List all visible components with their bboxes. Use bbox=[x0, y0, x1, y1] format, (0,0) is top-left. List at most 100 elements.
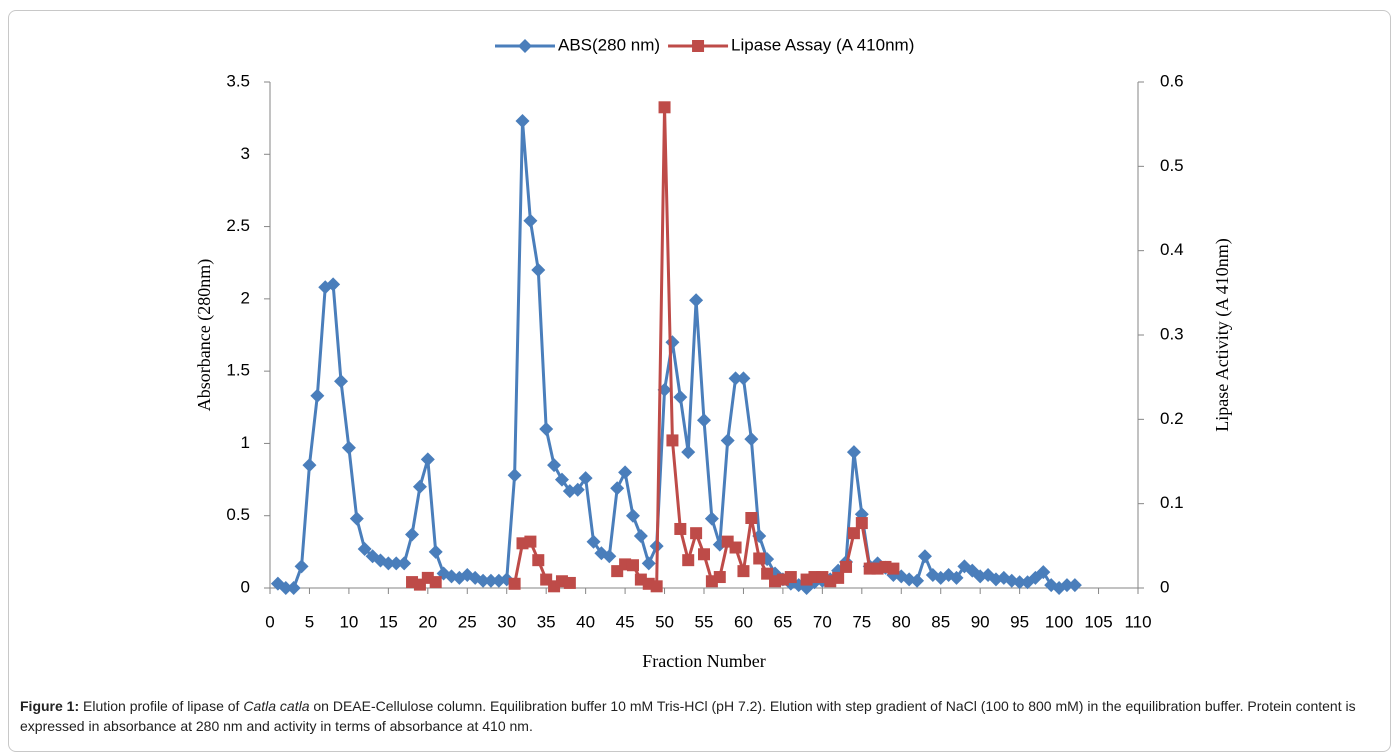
legend-label: Lipase Assay (A 410nm) bbox=[731, 35, 914, 54]
marker bbox=[524, 535, 537, 548]
marker bbox=[570, 482, 585, 497]
y-tick-label: 3.5 bbox=[226, 71, 250, 90]
marker bbox=[286, 581, 301, 595]
x-tick-label: 0 bbox=[265, 612, 274, 631]
x-tick-label: 40 bbox=[576, 612, 595, 631]
x-axis-title: Fraction Number bbox=[642, 651, 765, 671]
x-tick-label: 80 bbox=[892, 612, 911, 631]
y2-axis-title: Lipase Activity (A 410nm) bbox=[1212, 238, 1233, 431]
marker bbox=[420, 452, 435, 467]
marker bbox=[586, 534, 601, 549]
y2-tick-label: 0.4 bbox=[1160, 240, 1184, 259]
marker bbox=[1059, 578, 1074, 593]
marker bbox=[784, 571, 797, 584]
marker bbox=[846, 445, 861, 460]
marker bbox=[602, 549, 617, 564]
series-line bbox=[277, 119, 1075, 590]
marker bbox=[294, 559, 309, 574]
y-axis-title: Absorbance (280nm) bbox=[194, 259, 215, 411]
x-tick-label: 85 bbox=[931, 612, 950, 631]
marker bbox=[641, 556, 656, 571]
marker bbox=[704, 511, 719, 526]
caption-text: on DEAE-Cellulose column. Equilibration … bbox=[20, 698, 1356, 734]
caption: Figure 1: Elution profile of lipase of C… bbox=[20, 696, 1382, 736]
marker bbox=[720, 433, 735, 448]
marker bbox=[698, 548, 710, 561]
marker bbox=[840, 560, 853, 573]
marker bbox=[737, 565, 750, 578]
marker bbox=[507, 468, 522, 483]
legend-marker bbox=[518, 39, 532, 53]
y-tick-label: 3 bbox=[241, 144, 250, 163]
marker bbox=[499, 572, 514, 587]
marker bbox=[625, 508, 640, 523]
marker bbox=[736, 371, 751, 386]
x-tick-label: 100 bbox=[1045, 612, 1073, 631]
marker bbox=[665, 335, 680, 350]
y-tick-label: 2 bbox=[241, 288, 250, 307]
marker bbox=[547, 458, 562, 473]
marker bbox=[745, 512, 758, 525]
x-tick-label: 5 bbox=[305, 612, 314, 631]
marker bbox=[381, 556, 396, 571]
x-tick-label: 95 bbox=[1010, 612, 1029, 631]
marker bbox=[515, 114, 530, 129]
marker bbox=[1036, 565, 1051, 580]
marker bbox=[713, 571, 726, 584]
caption-text: Elution profile of lipase of bbox=[79, 698, 244, 714]
marker bbox=[633, 528, 648, 543]
marker bbox=[887, 562, 900, 575]
marker bbox=[508, 577, 521, 590]
marker bbox=[302, 458, 317, 473]
y-tick-label: 1 bbox=[241, 433, 250, 452]
marker bbox=[626, 559, 639, 572]
marker bbox=[429, 576, 442, 589]
marker bbox=[674, 522, 687, 535]
marker bbox=[949, 570, 964, 585]
marker bbox=[618, 465, 633, 480]
marker bbox=[476, 573, 491, 588]
marker bbox=[326, 277, 341, 292]
y2-tick-label: 0.6 bbox=[1160, 71, 1184, 90]
y2-tick-label: 0.1 bbox=[1160, 493, 1184, 512]
marker bbox=[673, 390, 688, 405]
marker bbox=[428, 544, 443, 559]
x-tick-label: 70 bbox=[813, 612, 832, 631]
marker bbox=[412, 479, 427, 494]
marker bbox=[563, 576, 576, 589]
marker bbox=[690, 527, 703, 540]
caption-species: Catla catla bbox=[243, 698, 310, 714]
x-tick-label: 20 bbox=[418, 612, 437, 631]
marker bbox=[650, 580, 663, 593]
y2-tick-label: 0 bbox=[1160, 577, 1169, 596]
marker bbox=[341, 440, 356, 455]
marker bbox=[682, 554, 695, 567]
x-tick-label: 50 bbox=[655, 612, 674, 631]
x-tick-label: 105 bbox=[1084, 612, 1112, 631]
marker bbox=[610, 481, 625, 496]
marker bbox=[389, 556, 404, 571]
marker bbox=[554, 472, 569, 487]
marker bbox=[483, 573, 498, 588]
x-tick-label: 25 bbox=[458, 612, 477, 631]
marker bbox=[532, 554, 545, 567]
y-tick-label: 0 bbox=[241, 577, 250, 596]
marker bbox=[349, 511, 364, 526]
y-tick-label: 1.5 bbox=[226, 361, 250, 380]
marker bbox=[531, 262, 546, 277]
marker bbox=[728, 371, 743, 386]
series-line bbox=[411, 105, 894, 588]
marker bbox=[744, 432, 759, 447]
y2-tick-label: 0.3 bbox=[1160, 324, 1184, 343]
x-tick-label: 10 bbox=[339, 612, 358, 631]
marker bbox=[334, 374, 349, 389]
marker bbox=[539, 421, 554, 436]
legend-marker bbox=[692, 40, 705, 52]
marker bbox=[681, 445, 696, 460]
x-tick-label: 90 bbox=[971, 612, 990, 631]
marker bbox=[832, 571, 845, 584]
marker bbox=[847, 527, 860, 540]
x-tick-label: 75 bbox=[852, 612, 871, 631]
y-tick-label: 2.5 bbox=[226, 216, 250, 235]
